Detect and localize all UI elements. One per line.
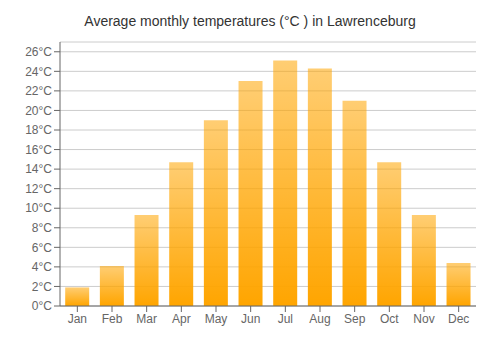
svg-text:6°C: 6°C bbox=[32, 241, 52, 255]
html-text:Average monthly temperatures (: Average monthly temperatures (°C ) in La… bbox=[84, 13, 416, 29]
svg-text:May: May bbox=[205, 312, 228, 326]
svg-text:Aug: Aug bbox=[309, 312, 330, 326]
svg-text:Jul: Jul bbox=[278, 312, 293, 326]
svg-text:16°C: 16°C bbox=[25, 143, 52, 157]
svg-text:Oct: Oct bbox=[380, 312, 399, 326]
svg-text:8°C: 8°C bbox=[32, 221, 52, 235]
svg-text:12°C: 12°C bbox=[25, 182, 52, 196]
svg-text:Feb: Feb bbox=[102, 312, 123, 326]
svg-text:14°C: 14°C bbox=[25, 162, 52, 176]
svg-text:24°C: 24°C bbox=[25, 65, 52, 79]
svg-text:18°C: 18°C bbox=[25, 123, 52, 137]
svg-text:Dec: Dec bbox=[448, 312, 469, 326]
svg-text:26°C: 26°C bbox=[25, 45, 52, 59]
svg-text:Apr: Apr bbox=[172, 312, 191, 326]
svg-text:10°C: 10°C bbox=[25, 201, 52, 215]
svg-text:Mar: Mar bbox=[136, 312, 157, 326]
svg-text:2°C: 2°C bbox=[32, 280, 52, 294]
svg-text:Nov: Nov bbox=[413, 312, 434, 326]
svg-text:4°C: 4°C bbox=[32, 260, 52, 274]
svg-text:0°C: 0°C bbox=[32, 299, 52, 313]
svg-text:20°C: 20°C bbox=[25, 104, 52, 118]
svg-text:Sep: Sep bbox=[344, 312, 366, 326]
svg-text:22°C: 22°C bbox=[25, 84, 52, 98]
svg-text:Jan: Jan bbox=[68, 312, 87, 326]
svg-text:Jun: Jun bbox=[241, 312, 260, 326]
